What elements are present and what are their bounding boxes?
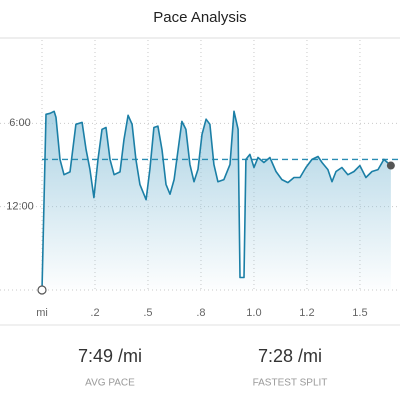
x-tick-label: .5 bbox=[143, 307, 152, 319]
x-tick-label: .2 bbox=[90, 307, 99, 319]
pace-area bbox=[42, 111, 391, 290]
x-tick-label: 1.0 bbox=[246, 307, 261, 319]
plot: 6:00 12:00 mi .2 .5 .8 1.0 1.2 1.5 bbox=[0, 40, 400, 319]
x-tick-label: 1.2 bbox=[299, 307, 314, 319]
stat-label: AVG PACE bbox=[85, 378, 135, 389]
x-tick-label: 1.5 bbox=[352, 307, 367, 319]
stat-value: 7:49 /mi bbox=[78, 346, 142, 366]
x-tick-label: .8 bbox=[196, 307, 205, 319]
end-point bbox=[386, 161, 395, 170]
stat-value: 7:28 /mi bbox=[258, 346, 322, 366]
pace-line bbox=[41, 110, 392, 291]
stat-label: FASTEST SPLIT bbox=[253, 378, 328, 389]
x-tick-label: mi bbox=[36, 307, 48, 319]
y-tick-label: 12:00 bbox=[6, 201, 34, 213]
start-point bbox=[37, 285, 47, 295]
y-tick-label: 6:00 bbox=[9, 117, 30, 129]
title: Pace Analysis bbox=[153, 9, 246, 26]
